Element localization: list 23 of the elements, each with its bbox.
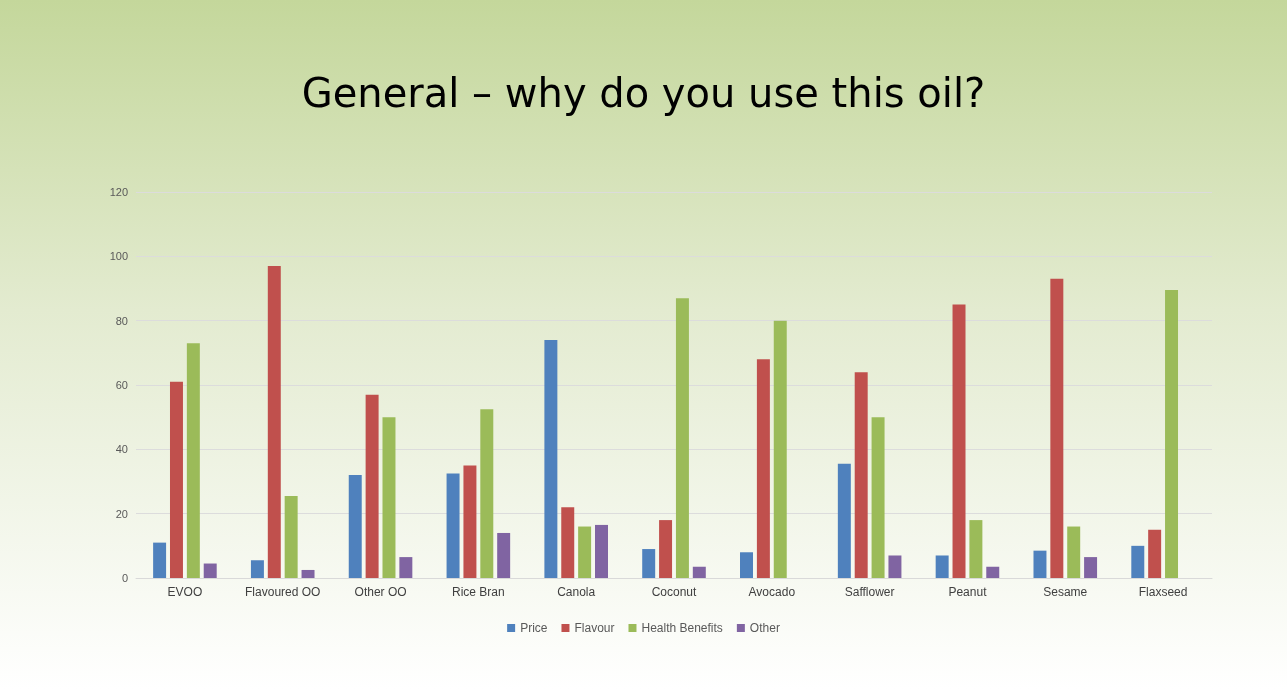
x-tick-label: EVOO — [167, 585, 203, 599]
legend-label: Price — [520, 621, 548, 635]
y-tick-label: 0 — [121, 572, 128, 584]
y-tick-label: 40 — [115, 443, 128, 456]
legend-label: Health Benefits — [641, 621, 723, 635]
x-tick-label: Avocado — [748, 585, 796, 599]
y-tick-label: 80 — [115, 314, 128, 327]
y-tick-label: 120 — [109, 186, 128, 198]
x-tick-label: Other OO — [354, 585, 407, 599]
x-tick-label: Safflower — [844, 585, 895, 599]
x-tick-label: Canola — [557, 585, 596, 599]
x-tick-label: Flavoured OO — [245, 585, 321, 599]
x-tick-label: Sesame — [1043, 585, 1088, 599]
x-tick-label: Flaxseed — [1138, 585, 1188, 599]
chart-title: General – why do you use this oil? — [301, 70, 986, 116]
y-tick-label: 20 — [115, 507, 128, 520]
x-tick-label: Peanut — [948, 585, 988, 599]
legend-label: Other — [749, 621, 780, 635]
legend-label: Flavour — [574, 621, 615, 635]
x-tick-label: Coconut — [651, 585, 698, 599]
y-tick-label: 60 — [115, 379, 128, 391]
x-tick-label: Rice Bran — [452, 585, 505, 599]
y-tick-label: 100 — [109, 250, 128, 263]
